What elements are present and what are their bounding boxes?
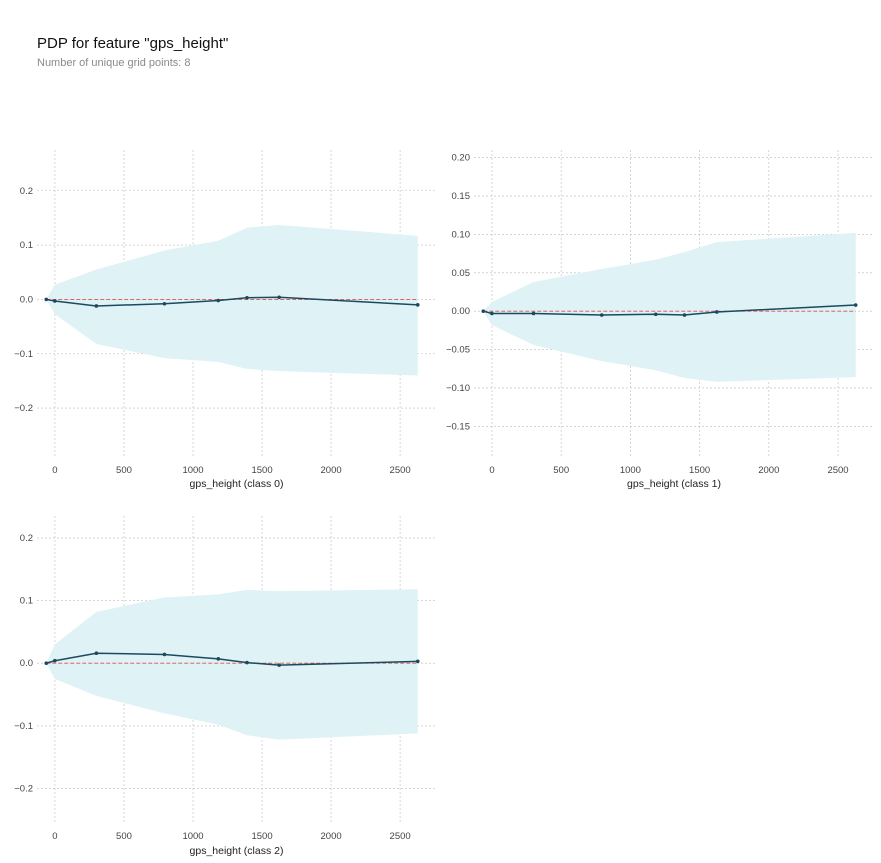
confidence-band — [483, 232, 856, 382]
x-tick-label: 500 — [116, 465, 132, 476]
y-tick-label: −0.1 — [14, 721, 33, 732]
pdp-point — [53, 299, 57, 303]
x-tick-label: 1500 — [251, 465, 272, 476]
pdp-point — [245, 295, 249, 300]
y-tick-label: −0.2 — [14, 784, 33, 795]
x-tick-label: 2000 — [321, 831, 342, 842]
pdp-point — [44, 297, 49, 302]
pdp-point — [53, 658, 57, 663]
pdp-line — [46, 296, 418, 307]
pdp-point — [44, 661, 49, 666]
x-axis-label: gps_height (class 2) — [190, 845, 284, 857]
y-tick-label: 0.05 — [452, 268, 471, 279]
pdp-point — [415, 303, 420, 307]
x-tick-label: 1000 — [182, 831, 203, 842]
x-tick-label: 1000 — [182, 465, 203, 476]
y-tick-label: −0.05 — [446, 345, 470, 356]
y-tick-label: 0.10 — [452, 229, 471, 240]
pdp-line — [483, 304, 856, 316]
y-tick-label: 0.0 — [20, 294, 33, 305]
x-tick-label: 500 — [116, 831, 132, 842]
y-tick-label: 0.20 — [452, 153, 471, 164]
x-tick-label: 2500 — [390, 465, 411, 476]
x-tick-label: 1500 — [251, 831, 272, 842]
pdp-point — [277, 295, 281, 300]
pdp-point — [94, 304, 99, 308]
confidence-band — [46, 589, 418, 740]
y-tick-label: 0.2 — [20, 533, 33, 544]
pdp-point — [531, 311, 536, 316]
pdp-point — [490, 311, 494, 316]
y-tick-label: −0.10 — [446, 383, 470, 394]
pdp-point — [277, 663, 281, 667]
x-tick-label: 2500 — [827, 465, 848, 476]
x-tick-label: 0 — [489, 465, 494, 476]
x-tick-label: 2000 — [321, 465, 342, 476]
pdp-point — [853, 303, 858, 307]
pdp-point — [714, 310, 719, 314]
x-tick-label: 1000 — [620, 465, 641, 476]
x-axis-label: gps_height (class 1) — [627, 478, 721, 490]
y-tick-label: 0.1 — [20, 596, 33, 607]
y-tick-label: 0.15 — [452, 191, 471, 202]
pdp-point — [653, 312, 658, 317]
y-tick-label: −0.2 — [14, 403, 33, 414]
pdp-point — [162, 652, 167, 657]
pdp-point — [415, 659, 420, 664]
pdp-point — [245, 660, 249, 665]
x-tick-label: 500 — [553, 465, 569, 476]
y-tick-label: 0.00 — [452, 306, 471, 317]
pdp-point — [216, 657, 221, 661]
y-tick-label: −0.15 — [446, 421, 470, 432]
pdp-point — [94, 651, 99, 656]
y-tick-label: 0.0 — [20, 658, 33, 669]
x-tick-label: 1500 — [689, 465, 710, 476]
pdp-point — [682, 313, 687, 317]
chart-subtitle: Number of unique grid points: 8 — [37, 57, 191, 69]
pdp-point — [481, 309, 486, 313]
pdp-line — [46, 652, 418, 666]
chart-title: PDP for feature "gps_height" — [37, 35, 229, 52]
pdp-point — [216, 298, 221, 303]
confidence-band — [46, 224, 418, 376]
pdp-point — [599, 313, 604, 317]
x-tick-label: 0 — [52, 465, 57, 476]
y-tick-label: 0.2 — [20, 186, 33, 197]
pdp-point — [162, 301, 167, 306]
x-tick-label: 0 — [52, 831, 57, 842]
x-tick-label: 2500 — [390, 831, 411, 842]
y-tick-label: −0.1 — [14, 349, 33, 360]
x-tick-label: 2000 — [758, 465, 779, 476]
x-axis-label: gps_height (class 0) — [190, 478, 284, 490]
y-tick-label: 0.1 — [20, 240, 33, 251]
